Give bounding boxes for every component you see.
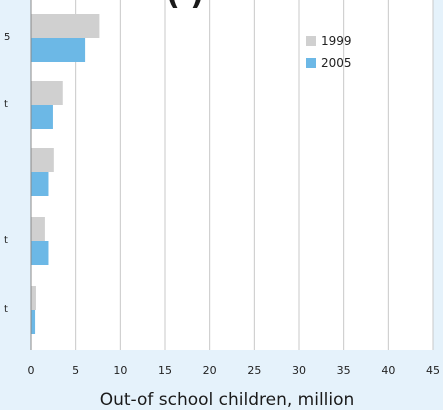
x-tick-label-10: 10 [113,364,127,377]
x-tick-label-45: 45 [426,364,440,377]
legend: 1999 2005 [306,34,352,70]
category-label-4: t [4,235,8,246]
x-tick-label-40: 40 [381,364,395,377]
bar-1999-cat1 [31,14,100,38]
bar-2005-cat3 [31,172,49,196]
bar-2005-cat5 [31,310,36,334]
category-label-1: 5 [4,32,10,43]
chart-title: ( ) [166,0,204,12]
legend-swatch-2005 [306,58,316,68]
legend-label-2005: 2005 [321,56,352,70]
gridlines [75,0,434,350]
category-labels: 5 t t t [4,32,10,315]
bar-1999-cat3 [31,148,54,172]
legend-swatch-1999 [306,36,316,46]
x-tick-label-5: 5 [72,364,79,377]
x-tick-label-15: 15 [158,364,172,377]
x-tick-label-0: 0 [28,364,35,377]
bar-2005-cat1 [31,38,86,62]
bar-2005-cat4 [31,241,49,265]
category-label-5: t [4,304,8,315]
bar-1999-cat4 [31,217,45,241]
bar-2005-cat2 [31,105,53,129]
bar-1999-cat2 [31,81,63,105]
plot-area [31,0,433,350]
legend-label-1999: 1999 [321,34,352,48]
bar-1999-cat5 [31,286,36,310]
x-tick-label-25: 25 [247,364,261,377]
x-tick-label-30: 30 [292,364,306,377]
x-tick-label-20: 20 [203,364,217,377]
x-tick-labels: 0 5 10 15 20 25 30 35 40 45 [28,364,441,377]
bars-group [31,14,100,334]
category-label-2: t [4,99,8,110]
x-tick-label-35: 35 [337,364,351,377]
x-axis-label: Out-of school children, million [100,390,355,410]
